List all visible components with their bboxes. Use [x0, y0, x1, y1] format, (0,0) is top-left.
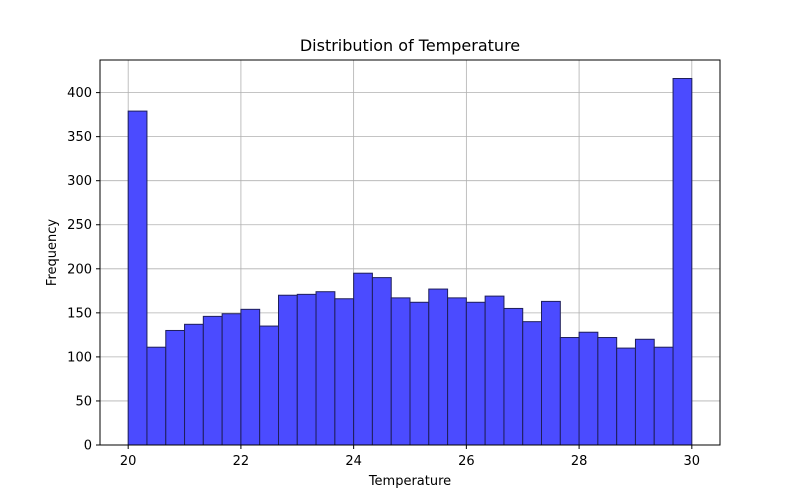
histogram-bar — [484, 295, 505, 446]
x-tick-label: 22 — [233, 454, 250, 469]
y-axis-label: Frequency — [45, 219, 60, 286]
histogram-bar — [315, 291, 336, 446]
histogram-bar — [597, 337, 618, 446]
histogram-bar — [428, 288, 449, 446]
histogram-bar — [221, 313, 242, 446]
histogram-bar — [447, 297, 467, 446]
y-tick-label: 50 — [75, 394, 92, 409]
y-tick-label: 200 — [67, 262, 92, 277]
y-tick-label: 400 — [67, 86, 92, 101]
histogram-bar — [202, 315, 223, 446]
x-axis-ticks: 20 22 24 26 28 30 — [120, 445, 700, 469]
histogram-bar — [146, 346, 167, 446]
histogram-bar — [390, 297, 411, 446]
x-axis-label: Temperature — [368, 474, 451, 489]
histogram-bar — [184, 323, 204, 446]
y-tick-label: 300 — [67, 174, 92, 189]
histogram-bar — [616, 347, 636, 446]
histogram-bar — [127, 110, 148, 446]
histogram-bar — [334, 298, 355, 446]
x-tick-label: 20 — [120, 454, 137, 469]
y-tick-label: 150 — [67, 306, 92, 321]
x-tick-label: 26 — [458, 454, 475, 469]
histogram-bar — [371, 277, 392, 446]
chart-title: Distribution of Temperature — [300, 36, 520, 55]
y-tick-label: 100 — [67, 350, 92, 365]
histogram-bar — [634, 338, 655, 446]
histogram-bar — [653, 346, 674, 446]
histogram-bar — [165, 329, 186, 446]
histogram-bar — [240, 308, 261, 446]
plot-frame — [99, 59, 721, 446]
histogram-bar — [540, 300, 561, 446]
x-tick-label: 24 — [345, 454, 362, 469]
x-tick-label: 28 — [571, 454, 588, 469]
histogram-bar — [409, 301, 430, 446]
histogram-bar — [522, 321, 542, 446]
y-tick-label: 0 — [84, 439, 92, 454]
histogram-bar — [353, 272, 373, 446]
y-tick-label: 350 — [67, 130, 92, 145]
histogram-bar — [672, 78, 693, 446]
y-axis-ticks: 0 50 100 150 200 250 300 350 400 — [67, 86, 100, 454]
histogram-bar — [503, 307, 524, 446]
histogram-bar — [559, 337, 580, 446]
histogram-bar — [296, 293, 317, 446]
histogram-bar — [259, 325, 280, 446]
histogram-bar — [578, 331, 599, 446]
histogram-bar — [278, 294, 298, 446]
histogram-bars — [127, 78, 693, 446]
y-tick-label: 250 — [67, 218, 92, 233]
histogram-bar — [465, 301, 486, 446]
x-tick-label: 30 — [684, 454, 701, 469]
